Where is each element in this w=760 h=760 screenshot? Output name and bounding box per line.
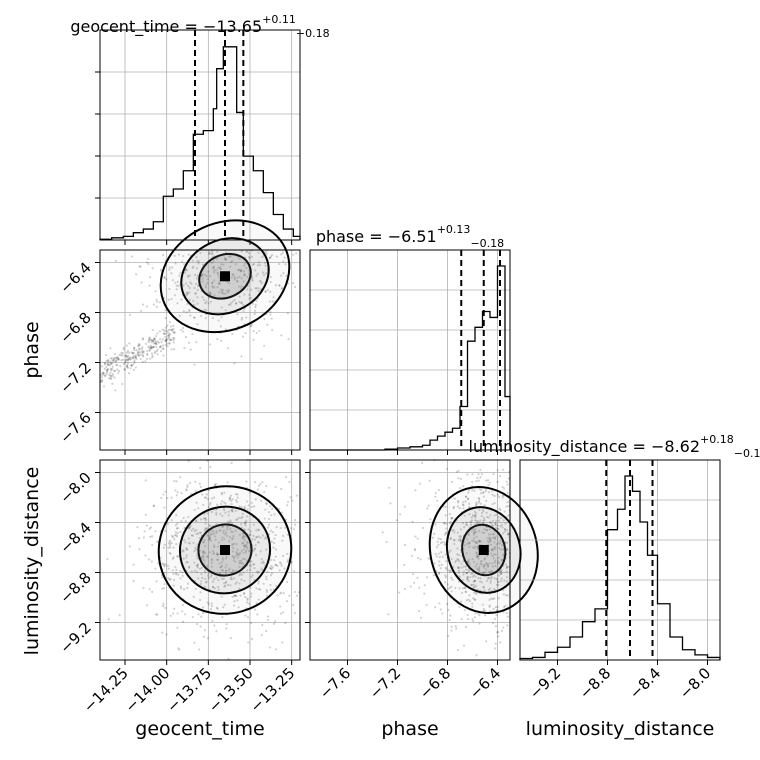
ytick-label-phase: −6.4 — [56, 259, 94, 297]
xlabel-luminosity-distance: luminosity_distance — [526, 718, 715, 740]
ytick-label-luminosity-distance: −9.2 — [56, 619, 94, 657]
panel-frame — [99, 249, 301, 451]
title-phase-minus: −0.18 — [470, 237, 504, 250]
density-peak — [220, 545, 230, 555]
xlabel-geocent-time: geocent_time — [135, 718, 264, 740]
xtick-label-geocent-time: −14.00 — [122, 664, 174, 716]
ytick-label-luminosity-distance: −8.0 — [56, 469, 94, 507]
ylabel-luminosity-distance: luminosity_distance — [21, 467, 43, 656]
title-luminosity-distance-prefix: luminosity_distance = — [469, 437, 651, 457]
ytick-label-phase: −7.2 — [56, 359, 94, 397]
panel-frame — [99, 29, 301, 241]
scatter-samples — [106, 458, 301, 661]
title-phase-plus: +0.13 — [437, 223, 471, 236]
xtick-label-luminosity-distance: −8.8 — [576, 664, 614, 702]
xtick-label-geocent-time: −14.25 — [80, 664, 132, 716]
ylabel-phase: phase — [21, 321, 43, 378]
panel-phase-vs-luminosity-distance: −7.6 −7.2 −6.8 −6.4 — [305, 459, 539, 703]
scatter-samples — [99, 249, 298, 392]
title-luminosity-distance-plus: +0.18 — [700, 433, 734, 446]
title-phase: phase = −6.51+0.13−0.18 — [316, 223, 504, 250]
histogram-geocent-time — [99, 46, 301, 240]
panel-frame — [309, 459, 511, 661]
xlabel-phase: phase — [381, 718, 438, 740]
title-geocent-time-minus: −0.18 — [296, 27, 330, 40]
ytick-label-luminosity-distance: −8.4 — [56, 519, 94, 557]
title-phase-prefix: phase = — [316, 227, 388, 246]
ytick-label-phase: −7.6 — [56, 409, 94, 447]
title-geocent-time-plus: +0.11 — [262, 13, 296, 26]
hist-luminosity-distance: −9.2 −8.8 −8.4 −8.0 — [519, 459, 721, 703]
histogram-luminosity-distance — [519, 475, 721, 660]
xtick-label-phase: −6.4 — [466, 664, 504, 702]
xtick-label-geocent-time: −13.75 — [163, 664, 215, 716]
density-peak — [220, 271, 230, 282]
xtick-label-phase: −7.2 — [366, 664, 404, 702]
xtick-label-phase: −6.8 — [416, 664, 454, 702]
panel-frame — [99, 459, 301, 661]
xtick-label-luminosity-distance: −9.2 — [526, 664, 564, 702]
title-luminosity-distance-median: −8.62 — [651, 437, 700, 456]
title-luminosity-distance: luminosity_distance = −8.62+0.18−0.19 — [469, 433, 760, 460]
xtick-label-phase: −7.6 — [316, 664, 354, 702]
xtick-label-geocent-time: −13.25 — [247, 664, 299, 716]
title-geocent-time-median: −13.65 — [203, 17, 262, 36]
title-phase-median: −6.51 — [388, 227, 437, 246]
xtick-label-luminosity-distance: −8.4 — [626, 664, 664, 702]
ytick-label-phase: −6.8 — [56, 309, 94, 347]
panel-geocent-time-vs-luminosity-distance: −14.25−14.00−13.75−13.50−13.25 −9.2 −8.8 −8… — [56, 458, 301, 716]
xtick-label-luminosity-distance: −8.0 — [676, 664, 714, 702]
hist-phase — [309, 249, 511, 455]
ytick-label-luminosity-distance: −8.8 — [56, 569, 94, 607]
title-luminosity-distance-minus: −0.19 — [734, 447, 760, 460]
title-geocent-time-prefix: geocent_time = — [70, 17, 203, 37]
density-peak — [478, 545, 489, 555]
hist-geocent-time — [95, 29, 301, 245]
histogram-phase — [310, 265, 511, 451]
panel-frame — [309, 249, 511, 451]
panel-geocent-time-vs-phase: −7.6 −7.2 −6.8 −6.4 — [56, 219, 301, 455]
title-geocent-time: geocent_time = −13.65+0.11−0.18 — [70, 13, 329, 40]
panel-frame — [519, 459, 721, 661]
xtick-label-geocent-time: −13.50 — [205, 664, 257, 716]
